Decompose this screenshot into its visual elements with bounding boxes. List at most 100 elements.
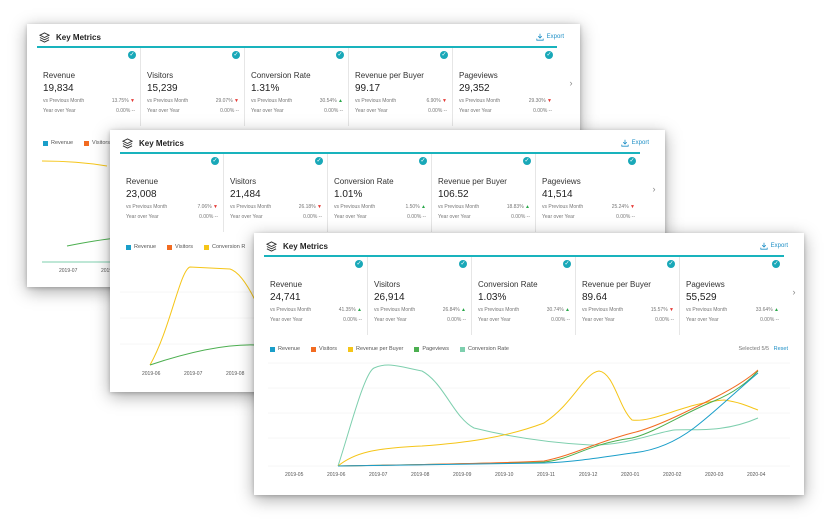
legend-label: Revenue	[278, 346, 301, 352]
export-button[interactable]: Export	[760, 242, 788, 250]
metric-card-revenue-per-buyer[interactable]: ✓ Revenue per Buyer 106.52 vs Previous M…	[432, 154, 536, 232]
yoy-row: Year over Year 0.00% --	[270, 317, 362, 323]
metric-card-visitors[interactable]: ✓ Visitors 15,239 vs Previous Month 29.07…	[141, 48, 245, 126]
chart-legend: Revenue Visitors Conversion R	[126, 244, 245, 250]
x-tick-label: 2020-03	[705, 472, 724, 478]
vs-previous-row: vs Previous Month 26.84% ▲	[374, 307, 466, 313]
metric-card-visitors[interactable]: ✓ Visitors 26,914 vs Previous Month 26.84…	[368, 257, 472, 335]
check-circle-icon[interactable]: ✓	[211, 157, 219, 165]
vs-label: vs Previous Month	[478, 307, 520, 313]
yoy-label: Year over Year	[582, 317, 615, 323]
x-tick-label: 2019-10	[495, 472, 514, 478]
check-circle-icon[interactable]: ✓	[128, 51, 136, 59]
arrow-up-icon: ▲	[421, 204, 426, 210]
check-circle-icon[interactable]: ✓	[315, 157, 323, 165]
metric-card-conversion-rate[interactable]: ✓ Conversion Rate 1.31% vs Previous Mont…	[245, 48, 349, 126]
metric-card-revenue[interactable]: ✓ Revenue 24,741 vs Previous Month 41.35%…	[264, 257, 368, 335]
series-line-pageviews	[337, 370, 759, 467]
yoy-row: Year over Year 0.00% --	[478, 317, 570, 323]
yoy-row: Year over Year 0.00% --	[459, 108, 552, 114]
vs-label: vs Previous Month	[438, 204, 480, 210]
metric-card-revenue-per-buyer[interactable]: ✓ Revenue per Buyer 89.64 vs Previous Mo…	[576, 257, 680, 335]
legend-item-revenue[interactable]: Revenue	[270, 346, 300, 352]
check-circle-icon[interactable]: ✓	[523, 157, 531, 165]
legend-item-revenue[interactable]: Revenue	[43, 140, 73, 146]
vs-value: 26.84%	[442, 307, 460, 313]
legend-item-revenue-per-buyer[interactable]: Revenue per Buyer	[347, 346, 404, 352]
export-button[interactable]: Export	[536, 33, 564, 41]
check-circle-icon[interactable]: ✓	[545, 51, 553, 59]
key-metrics-panel-3: Key Metrics Export ✓ Revenue 24,741 vs P…	[254, 233, 804, 495]
selected-count: 5/5	[761, 346, 770, 352]
series-line-visitors	[337, 369, 759, 467]
check-circle-icon[interactable]: ✓	[628, 157, 636, 165]
vs-value: 41.35%	[338, 307, 356, 313]
vs-value: 18.83%	[506, 204, 524, 210]
yoy-row: Year over Year 0.00% --	[230, 214, 322, 220]
vs-previous-row: vs Previous Month 29.07% ▼	[147, 98, 239, 104]
vs-value: 13.75%	[111, 98, 129, 104]
check-circle-icon[interactable]: ✓	[459, 260, 467, 268]
legend-item-pageviews[interactable]: Pageviews	[414, 346, 449, 352]
vs-previous-row: vs Previous Month 18.83% ▲	[438, 204, 530, 210]
metric-card-visitors[interactable]: ✓ Visitors 21,484 vs Previous Month 26.18…	[224, 154, 328, 232]
export-button[interactable]: Export	[621, 139, 649, 147]
download-icon	[621, 139, 629, 147]
yoy-label: Year over Year	[126, 214, 159, 220]
layers-icon	[266, 240, 277, 252]
x-tick-label: 2020-01	[621, 472, 640, 478]
vs-label: vs Previous Month	[147, 98, 189, 104]
check-circle-icon[interactable]: ✓	[440, 51, 448, 59]
metric-card-revenue[interactable]: ✓ Revenue 23,008 vs Previous Month 7.06% …	[120, 154, 224, 232]
yoy-label: Year over Year	[355, 108, 388, 114]
chevron-right-icon[interactable]: ›	[569, 78, 573, 88]
legend-label: Revenue per Buyer	[355, 346, 404, 352]
metric-card-revenue-per-buyer[interactable]: ✓ Revenue per Buyer 99.17 vs Previous Mo…	[349, 48, 453, 126]
metric-card-conversion-rate[interactable]: ✓ Conversion Rate 1.03% vs Previous Mont…	[472, 257, 576, 335]
check-circle-icon[interactable]: ✓	[667, 260, 675, 268]
reset-button[interactable]: Reset	[773, 346, 788, 352]
x-tick-label: 2019-12	[579, 472, 598, 478]
yoy-value: 0.00% --	[447, 317, 466, 323]
chevron-right-icon[interactable]: ›	[792, 287, 796, 297]
legend-item-conversion-rate[interactable]: Conversion Rate	[459, 346, 509, 352]
metric-card-pageviews[interactable]: ✓ Pageviews 55,529 vs Previous Month 33.6…	[680, 257, 784, 335]
metric-name: Pageviews	[542, 177, 581, 186]
metric-card-pageviews[interactable]: ✓ Pageviews 41,514 vs Previous Month 25.2…	[536, 154, 640, 232]
metric-name: Visitors	[374, 280, 401, 289]
check-circle-icon[interactable]: ✓	[563, 260, 571, 268]
legend-item-revenue[interactable]: Revenue	[126, 244, 156, 250]
metric-card-pageviews[interactable]: ✓ Pageviews 29,352 vs Previous Month 29.3…	[453, 48, 557, 126]
metric-card-conversion-rate[interactable]: ✓ Conversion Rate 1.01% vs Previous Mont…	[328, 154, 432, 232]
chevron-right-icon[interactable]: ›	[652, 184, 656, 194]
check-circle-icon[interactable]: ✓	[419, 157, 427, 165]
legend-item-visitors[interactable]: Visitors	[84, 140, 110, 146]
metric-name: Revenue	[43, 71, 76, 80]
legend-item-visitors[interactable]: Visitors	[311, 346, 337, 352]
metric-value: 29,352	[459, 83, 490, 94]
check-circle-icon[interactable]: ✓	[772, 260, 780, 268]
chart-legend: Revenue Visitors	[43, 140, 110, 146]
metric-value: 19,834	[43, 83, 74, 94]
yoy-value: 0.00% --	[428, 108, 447, 114]
legend-item-visitors[interactable]: Visitors	[167, 244, 193, 250]
metric-card-revenue[interactable]: ✓ Revenue 19,834 vs Previous Month 13.75%…	[37, 48, 141, 126]
x-tick-label: 2019-11	[537, 472, 555, 478]
legend-item-conversion-rate[interactable]: Conversion R	[203, 244, 245, 250]
arrow-down-icon: ▼	[317, 204, 322, 210]
check-circle-icon[interactable]: ✓	[336, 51, 344, 59]
check-circle-icon[interactable]: ✓	[355, 260, 363, 268]
yoy-value: 0.00% --	[655, 317, 674, 323]
series-line-revenue	[337, 372, 759, 467]
layers-icon	[39, 31, 50, 43]
panel-title: Key Metrics	[283, 241, 328, 251]
trend-chart: 2019-05 2019-06 2019-07 2019-08 2019-09 …	[268, 362, 790, 478]
arrow-up-icon: ▲	[338, 98, 343, 104]
metric-value: 1.01%	[334, 189, 363, 200]
vs-label: vs Previous Month	[43, 98, 85, 104]
vs-value: 7.06%	[197, 204, 212, 210]
yoy-label: Year over Year	[230, 214, 263, 220]
yoy-row: Year over Year 0.00% --	[374, 317, 466, 323]
yoy-value: 0.00% --	[407, 214, 426, 220]
check-circle-icon[interactable]: ✓	[232, 51, 240, 59]
